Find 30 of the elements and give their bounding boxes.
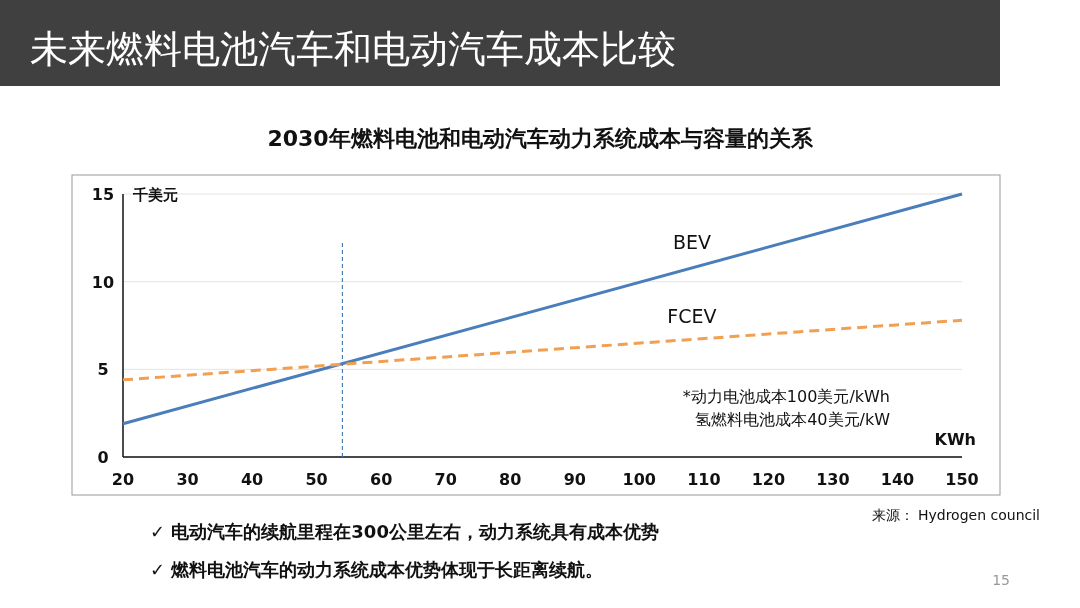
x-tick-label: 110 (687, 470, 721, 489)
chart-title: 未来燃料电池汽车和电动汽车成本比较 (30, 27, 676, 71)
x-tick-label: 100 (622, 470, 657, 489)
x-tick-label: 60 (370, 470, 393, 489)
series-label: FCEV (667, 304, 717, 327)
x-tick-label: 50 (305, 470, 328, 489)
x-tick-label: 150 (945, 470, 979, 489)
x-tick-label: 70 (434, 470, 457, 489)
chart-subtitle: 2030年燃料电池和电动汽车动力系统成本与容量的关系 (267, 126, 814, 151)
x-tick-label: 30 (176, 470, 199, 489)
y-tick-label: 10 (91, 272, 115, 292)
x-tick-label: 80 (499, 470, 522, 489)
x-tick-label: 20 (111, 470, 135, 489)
x-tick-label: 90 (563, 470, 586, 489)
x-axis-title: KWh (934, 430, 976, 449)
x-tick-label: 120 (751, 470, 786, 489)
text: ✓ 燃料电池汽车的动力系统成本优势体现于长距离续航。 (150, 559, 604, 580)
y-tick-label: 5 (97, 360, 109, 380)
x-tick-label: 40 (240, 470, 264, 489)
y-tick-label: 15 (91, 185, 115, 204)
series-label: BEV (672, 231, 711, 254)
annotation: *动力电池成本100美元/kWh (682, 387, 890, 406)
text: ✓ 电动汽车的续航里程在300公里左右，动力系统具有成本优势 (150, 521, 659, 542)
x-tick-label: 130 (816, 470, 850, 489)
x-tick-label: 140 (880, 470, 915, 489)
annotation: 氢燃料电池成本40美元/kW (695, 410, 891, 429)
y-axis-title: 千美元 (132, 186, 178, 204)
text: 15 (992, 572, 1010, 588)
y-tick-label: 0 (97, 448, 109, 467)
source-note: 来源： Hydrogen council (871, 507, 1040, 523)
